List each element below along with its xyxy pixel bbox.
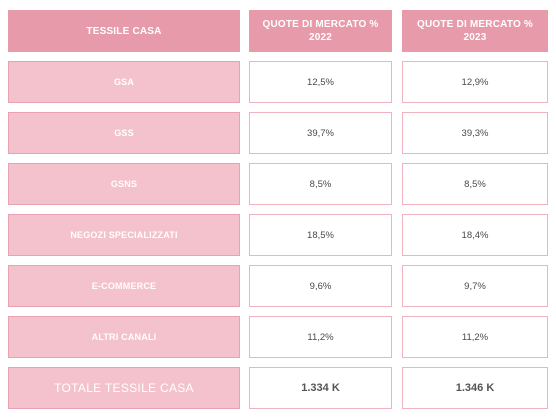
cell-value: 12,5% <box>307 76 334 88</box>
header-category-text: TESSILE CASA <box>86 25 162 37</box>
total-value: 1.346 K <box>455 382 495 394</box>
row-label-text: NEGOZI SPECIALIZZATI <box>70 230 178 240</box>
cell-gsa-2023: 12,9% <box>402 61 548 103</box>
cell-gsns-2023: 8,5% <box>402 163 548 205</box>
header-2022: QUOTE DI MERCATO % 2022 <box>249 10 392 52</box>
row-label-text: E-COMMERCE <box>91 281 157 291</box>
cell-value: 8,5% <box>464 178 486 190</box>
row-label-gsns: GSNS <box>8 163 240 205</box>
cell-altri-2023: 11,2% <box>402 316 548 358</box>
row-label-totale: TOTALE TESSILE CASA <box>8 367 240 409</box>
cell-value: 8,5% <box>309 178 332 190</box>
cell-value: 12,9% <box>461 76 489 88</box>
cell-gsns-2022: 8,5% <box>249 163 392 205</box>
row-label-gsa: GSA <box>8 61 240 103</box>
cell-gss-2022: 39,7% <box>249 112 392 154</box>
header-2023: QUOTE DI MERCATO % 2023 <box>402 10 548 52</box>
total-value: 1.334 K <box>301 382 340 394</box>
row-label-text: GSS <box>114 128 134 138</box>
total-label-text: TOTALE TESSILE CASA <box>54 381 194 395</box>
cell-totale-2022: 1.334 K <box>249 367 392 409</box>
cell-value: 11,2% <box>461 331 489 343</box>
cell-value: 18,4% <box>461 229 489 241</box>
row-label-negozi-specializzati: NEGOZI SPECIALIZZATI <box>8 214 240 256</box>
row-label-text: GSNS <box>110 179 138 189</box>
cell-ecommerce-2023: 9,7% <box>402 265 548 307</box>
header-category: TESSILE CASA <box>8 10 240 52</box>
cell-altri-2022: 11,2% <box>249 316 392 358</box>
cell-value: 18,5% <box>307 229 334 241</box>
cell-value: 9,7% <box>464 280 486 292</box>
cell-value: 39,3% <box>461 127 489 139</box>
row-label-text: GSA <box>113 77 135 87</box>
cell-negozi-2023: 18,4% <box>402 214 548 256</box>
cell-negozi-2022: 18,5% <box>249 214 392 256</box>
cell-gss-2023: 39,3% <box>402 112 548 154</box>
cell-ecommerce-2022: 9,6% <box>249 265 392 307</box>
row-label-e-commerce: E-COMMERCE <box>8 265 240 307</box>
header-2023-text: QUOTE DI MERCATO % 2023 <box>416 19 533 43</box>
cell-totale-2023: 1.346 K <box>402 367 548 409</box>
cell-value: 39,7% <box>307 127 334 139</box>
cell-value: 9,6% <box>309 280 332 292</box>
cell-gsa-2022: 12,5% <box>249 61 392 103</box>
cell-value: 11,2% <box>307 331 334 343</box>
row-label-altri-canali: ALTRI CANALI <box>8 316 240 358</box>
header-2022-text: QUOTE DI MERCATO % 2022 <box>262 19 379 43</box>
row-label-text: ALTRI CANALI <box>91 332 157 342</box>
row-label-gss: GSS <box>8 112 240 154</box>
